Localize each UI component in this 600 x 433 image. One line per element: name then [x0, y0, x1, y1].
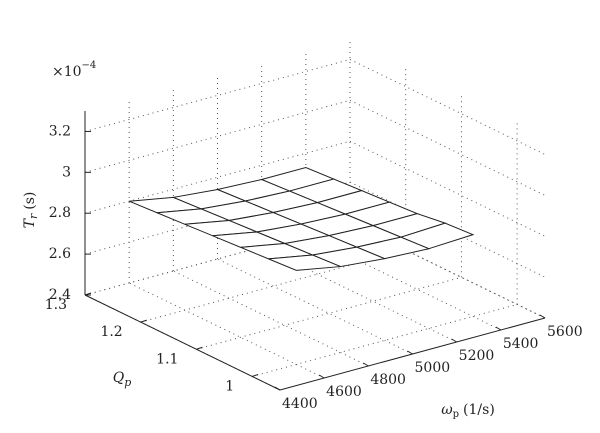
x-label-sub: p	[453, 409, 459, 420]
y-tick-label: 1.1	[156, 351, 178, 367]
x-tick	[318, 374, 325, 379]
x-tick-label: 5200	[459, 348, 495, 364]
z-multiplier: ×10−4	[52, 60, 96, 81]
grid-line	[84, 99, 351, 173]
z-tick-label: 2.4	[49, 287, 71, 303]
x-tick-label: 5000	[415, 360, 451, 376]
z-tick-label: 3.2	[49, 123, 71, 139]
y-tick	[196, 346, 203, 350]
multiplier-base: ×10	[52, 64, 82, 80]
grid-line	[252, 303, 518, 377]
multiplier-exp: −4	[82, 60, 97, 71]
x-label-unit: (1/s)	[463, 402, 495, 418]
grid-line	[84, 58, 351, 132]
grid-line	[84, 222, 351, 296]
x-tick	[407, 350, 413, 355]
grid-line	[217, 258, 413, 355]
x-tick	[539, 314, 546, 319]
x-tick-label: 4400	[282, 396, 318, 412]
grid-line	[349, 222, 546, 319]
z-tick-label: 2.6	[49, 246, 71, 262]
x-tick-label: 5600	[547, 324, 583, 340]
grid-line	[349, 140, 546, 237]
grid-line	[128, 282, 325, 379]
z-label: Tr (s)	[22, 192, 40, 229]
y-tick-label: 1.2	[100, 324, 122, 340]
y-tick-label: 1.3	[45, 297, 67, 313]
grid-line	[349, 181, 546, 278]
y-tick	[140, 319, 147, 323]
x-tick	[363, 362, 369, 367]
z-tick-label: 3	[62, 164, 71, 180]
x-label-main: ω	[441, 402, 453, 418]
y-axis	[84, 294, 281, 391]
x-tick-label: 4600	[326, 384, 362, 400]
x-tick	[451, 338, 457, 343]
x-tick	[495, 326, 502, 331]
grid-line	[84, 181, 351, 255]
y-label-sub: p	[124, 376, 131, 389]
grid-line	[349, 99, 546, 196]
y-label: Qp	[113, 370, 132, 389]
grid-line	[349, 58, 546, 155]
x-tick-label: 5400	[503, 336, 539, 352]
y-tick	[84, 292, 92, 296]
z-label-main: T	[22, 217, 38, 228]
surface-patch	[268, 254, 341, 271]
grid-line	[140, 249, 406, 323]
z-label-unit: (s)	[22, 192, 38, 210]
x-tick	[274, 386, 281, 391]
grid-line	[196, 276, 462, 350]
y-tick	[251, 373, 259, 377]
y-label-main: Q	[113, 370, 125, 386]
x-tick-label: 4800	[370, 372, 406, 388]
z-tick-label: 2.8	[49, 205, 71, 221]
x-label: ωp (1/s)	[441, 402, 495, 420]
y-tick-label: 1	[225, 378, 234, 394]
z-label-sub: r	[27, 213, 40, 219]
grid-line	[173, 270, 369, 367]
